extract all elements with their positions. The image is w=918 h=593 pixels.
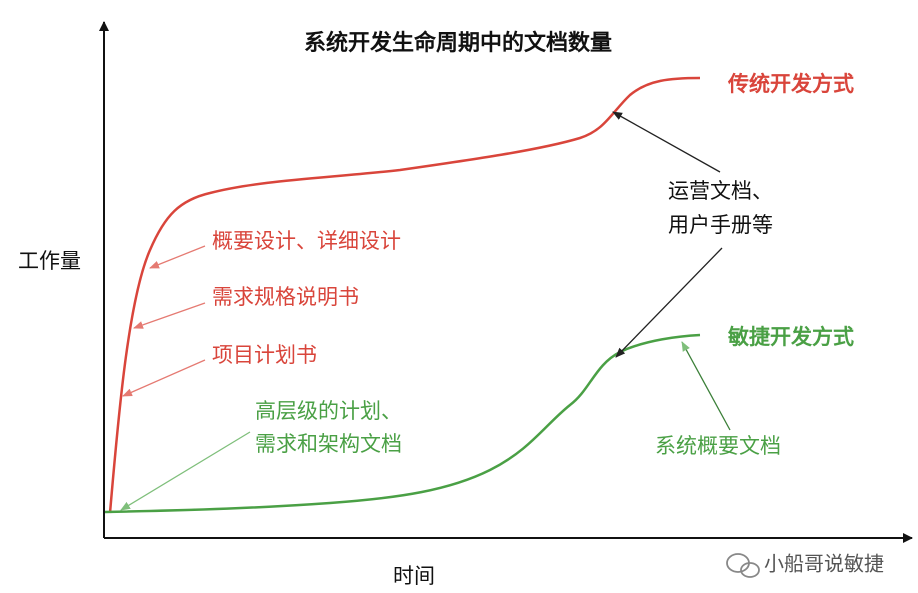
annotation: 概要设计、详细设计 xyxy=(212,229,401,253)
annotation: 运营文档、 xyxy=(668,179,773,203)
y-axis-label: 工作量 xyxy=(18,249,81,273)
arrow xyxy=(612,111,721,173)
curve-label: 传统开发方式 xyxy=(727,72,854,96)
arrow xyxy=(120,431,251,511)
traditional-curve xyxy=(108,76,701,514)
watermark: 小船哥说敏捷 xyxy=(764,552,884,576)
x-axis-label: 时间 xyxy=(393,564,435,588)
arrow xyxy=(133,302,206,329)
watermark-icon xyxy=(726,553,760,578)
annotation: 项目计划书 xyxy=(212,343,317,367)
arrow xyxy=(681,341,731,431)
arrow xyxy=(122,359,206,397)
arrow xyxy=(149,245,206,269)
arrow xyxy=(615,247,723,358)
annotation: 高层级的计划、 xyxy=(255,399,402,423)
annotation: 需求和架构文档 xyxy=(255,432,402,456)
agile-curve xyxy=(104,333,701,514)
curve-label: 敏捷开发方式 xyxy=(727,325,854,349)
annotation: 用户手册等 xyxy=(668,213,773,237)
title: 系统开发生命周期中的文档数量 xyxy=(304,30,612,56)
annotation: 需求规格说明书 xyxy=(212,285,359,309)
annotation: 系统概要文档 xyxy=(655,434,781,458)
